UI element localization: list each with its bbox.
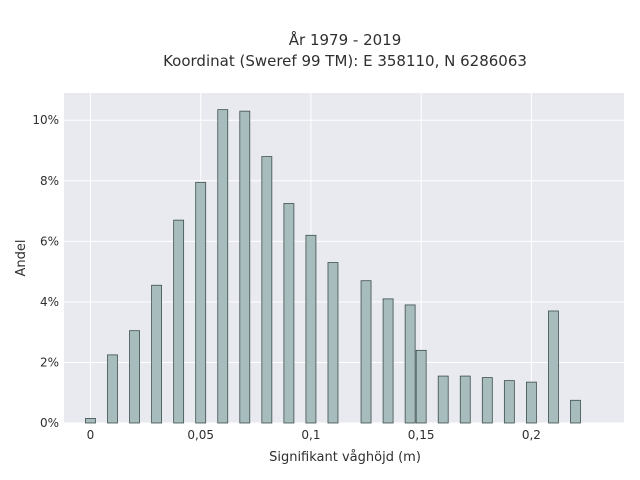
bar: [239, 110, 251, 424]
bar: [404, 304, 416, 424]
y-tick-label: 4%: [40, 295, 59, 309]
bar: [195, 181, 207, 424]
bar: [305, 234, 317, 424]
bar: [548, 310, 559, 424]
bar: [129, 330, 140, 424]
plot-area: [64, 93, 624, 423]
bar: [85, 418, 96, 424]
bar: [151, 284, 162, 424]
bar: [261, 156, 273, 424]
x-tick-label: 0,1: [301, 428, 320, 442]
bar: [217, 109, 229, 424]
bar: [283, 203, 295, 424]
bar: [570, 399, 581, 424]
x-tick-label: 0,05: [187, 428, 214, 442]
x-axis-ticks: 0 0,05 0,1 0,15 0,2: [87, 428, 541, 442]
bar: [459, 375, 471, 424]
bars: [85, 109, 581, 424]
y-axis-ticks: 0% 2% 4% 6% 8% 10%: [32, 113, 59, 430]
bar: [382, 298, 394, 424]
y-tick-label: 0%: [40, 416, 59, 430]
bar: [503, 380, 515, 424]
y-axis-label: Andel: [14, 240, 29, 277]
chart-title-line1: År 1979 - 2019: [289, 30, 402, 49]
y-tick-label: 6%: [40, 234, 59, 248]
x-axis-label: Signifikant våghöjd (m): [269, 450, 421, 465]
y-tick-label: 8%: [40, 174, 59, 188]
bar: [173, 219, 185, 424]
bar: [526, 381, 537, 424]
bar: [360, 280, 372, 424]
bar: [415, 349, 427, 424]
y-tick-label: 2%: [40, 355, 59, 369]
x-tick-label: 0,2: [522, 428, 541, 442]
chart-title-line2: Koordinat (Sweref 99 TM): E 358110, N 62…: [163, 52, 527, 70]
x-tick-label: 0: [87, 428, 95, 442]
bar: [481, 377, 493, 424]
y-tick-label: 10%: [32, 113, 59, 127]
bar: [327, 262, 339, 424]
bar: [107, 354, 118, 424]
bar: [437, 375, 449, 424]
x-tick-label: 0,15: [408, 428, 435, 442]
